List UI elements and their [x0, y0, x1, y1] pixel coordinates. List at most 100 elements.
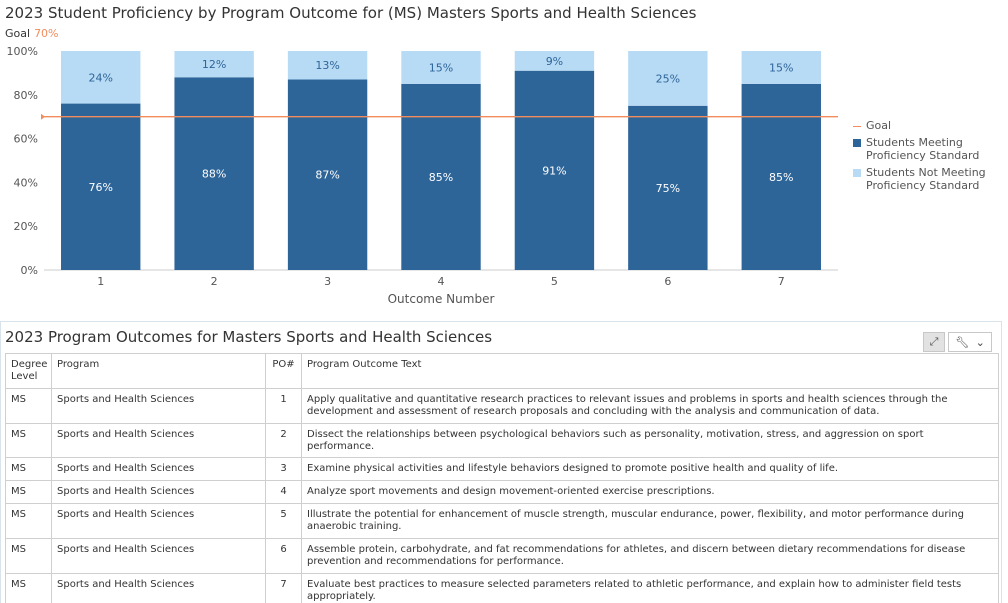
- cell-po-number: 1: [265, 388, 302, 424]
- expand-button[interactable]: ⤢: [923, 332, 945, 352]
- not-meeting-swatch: [853, 169, 861, 177]
- table-row: MS Sports and Health Sciences 1 Apply quali…: [5, 388, 999, 424]
- x-tick-label: 7: [778, 275, 785, 288]
- bar-not-meeting: [514, 51, 595, 71]
- bar-meeting: [174, 77, 254, 270]
- legend-item-meeting[interactable]: Students Meeting Proficiency Standard: [853, 136, 1003, 162]
- legend-item-goal[interactable]: Goal: [853, 119, 1003, 132]
- y-tick-label: 40%: [14, 176, 38, 189]
- cell-degree-level: MS: [5, 480, 52, 504]
- header-program[interactable]: Program: [51, 353, 266, 389]
- legend-meeting-label: Students Meeting Proficiency Standard: [866, 136, 980, 162]
- cell-outcome-text: Evaluate best practices to measure selec…: [301, 573, 999, 603]
- bar-meeting-label: 85%: [429, 171, 453, 184]
- cell-program: Sports and Health Sciences: [51, 538, 266, 574]
- bar-not-meeting: [61, 51, 141, 104]
- x-tick-label: 1: [97, 275, 104, 288]
- bar-meeting-label: 88%: [202, 168, 226, 181]
- goal-marker: [41, 113, 45, 120]
- chevron-down-icon: ⌄: [975, 335, 985, 349]
- x-tick-label: 4: [438, 275, 445, 288]
- y-tick-label: 60%: [14, 133, 38, 146]
- cell-degree-level: MS: [5, 423, 52, 458]
- table-row: MS Sports and Health Sciences 7 Evaluate be…: [5, 573, 999, 603]
- cell-outcome-text: Illustrate the potential for enhancement…: [301, 503, 999, 539]
- cell-outcome-text: Apply qualitative and quantitative resea…: [301, 388, 999, 424]
- x-tick-label: 3: [324, 275, 331, 288]
- bar-not-meeting: [401, 51, 481, 84]
- bar-meeting: [287, 79, 368, 270]
- goal-caption: Goal 70%: [5, 27, 59, 40]
- table-title: 2023 Program Outcomes for Masters Sports…: [5, 328, 493, 346]
- y-tick-label: 100%: [7, 45, 38, 58]
- bar-meeting: [61, 103, 141, 270]
- cell-program: Sports and Health Sciences: [51, 573, 266, 603]
- y-tick-label: 0%: [21, 264, 38, 277]
- bar-not-meeting-label: 24%: [88, 71, 112, 84]
- table-row: MS Sports and Health Sciences 4 Analyze spo…: [5, 480, 999, 504]
- bar-meeting-label: 75%: [656, 182, 680, 195]
- bar-meeting-label: 87%: [315, 169, 339, 182]
- cell-po-number: 4: [265, 480, 302, 504]
- cell-outcome-text: Assemble protein, carbohydrate, and fat …: [301, 538, 999, 574]
- x-tick-label: 2: [211, 275, 218, 288]
- wrench-icon: 🔧︎: [955, 335, 970, 349]
- chart-panel: 0% 20% 40% 60% 80% 100% 76% 24% 1 88% 12% 2 87% 13% 3 8…: [5, 4, 1003, 306]
- cell-program: Sports and Health Sciences: [51, 480, 266, 504]
- table-row: MS Sports and Health Sciences 2 Dissect the…: [5, 423, 999, 458]
- bar-not-meeting: [628, 51, 708, 106]
- cell-degree-level: MS: [5, 538, 52, 574]
- cell-po-number: 6: [265, 538, 302, 574]
- outcomes-table-panel: 2023 Program Outcomes for Masters Sports…: [0, 321, 1002, 603]
- bar-not-meeting-label: 25%: [656, 72, 680, 85]
- y-tick-label: 20%: [14, 220, 38, 233]
- legend-item-not-meeting[interactable]: Students Not Meeting Proficiency Standard: [853, 166, 1003, 192]
- goal-line-swatch: [853, 126, 861, 127]
- cell-po-number: 3: [265, 457, 302, 481]
- header-po-number[interactable]: PO#: [265, 353, 302, 389]
- tools-menu-button[interactable]: 🔧︎ ⌄: [948, 332, 992, 352]
- cell-program: Sports and Health Sciences: [51, 388, 266, 424]
- bar-meeting: [741, 83, 821, 270]
- legend-goal-label: Goal: [866, 119, 892, 132]
- x-tick-label: 6: [664, 275, 671, 288]
- cell-outcome-text: Examine physical activities and lifestyl…: [301, 457, 999, 481]
- bar-not-meeting-label: 15%: [769, 61, 793, 74]
- bar-not-meeting-label: 13%: [315, 59, 339, 72]
- cell-po-number: 7: [265, 573, 302, 603]
- bar-meeting: [628, 105, 708, 270]
- bar-meeting-label: 85%: [769, 171, 793, 184]
- expand-icon: ⤢: [929, 335, 939, 348]
- bar-meeting: [514, 70, 595, 271]
- header-outcome-text[interactable]: Program Outcome Text: [301, 353, 999, 389]
- cell-program: Sports and Health Sciences: [51, 423, 266, 458]
- cell-degree-level: MS: [5, 388, 52, 424]
- cell-degree-level: MS: [5, 457, 52, 481]
- cell-degree-level: MS: [5, 573, 52, 603]
- bar-not-meeting: [741, 51, 821, 84]
- bar-not-meeting: [287, 51, 368, 80]
- bar-not-meeting-label: 12%: [202, 58, 226, 71]
- bar-meeting-label: 76%: [88, 181, 112, 194]
- x-tick-label: 5: [551, 275, 558, 288]
- bar-meeting: [401, 83, 481, 270]
- bar-not-meeting-label: 15%: [429, 61, 453, 74]
- legend-not-meeting-label: Students Not Meeting Proficiency Standard: [866, 166, 986, 192]
- header-degree-level[interactable]: Degree Level: [5, 353, 52, 389]
- bar-not-meeting-label: 9%: [546, 55, 563, 68]
- y-tick-label: 80%: [14, 89, 38, 102]
- x-axis-title: Outcome Number: [388, 292, 495, 306]
- chart-legend: Goal Students Meeting Proficiency Standar…: [853, 119, 1003, 196]
- cell-degree-level: MS: [5, 503, 52, 539]
- chart-title: 2023 Student Proficiency by Program Outc…: [5, 4, 697, 22]
- cell-program: Sports and Health Sciences: [51, 457, 266, 481]
- bar-meeting-label: 91%: [542, 164, 566, 177]
- table-header-row: Degree Level Program PO# Program Outcome…: [5, 353, 999, 389]
- cell-program: Sports and Health Sciences: [51, 503, 266, 539]
- outcomes-table: Degree Level Program PO# Program Outcome…: [5, 353, 999, 603]
- cell-outcome-text: Dissect the relationships between psycho…: [301, 423, 999, 458]
- table-row: MS Sports and Health Sciences 6 Assemble pr…: [5, 538, 999, 574]
- bar-not-meeting: [174, 51, 254, 78]
- cell-po-number: 2: [265, 423, 302, 458]
- proficiency-chart: 0% 20% 40% 60% 80% 100% 76% 24% 1 88% 12% 2 87% 13% 3 8…: [7, 45, 838, 306]
